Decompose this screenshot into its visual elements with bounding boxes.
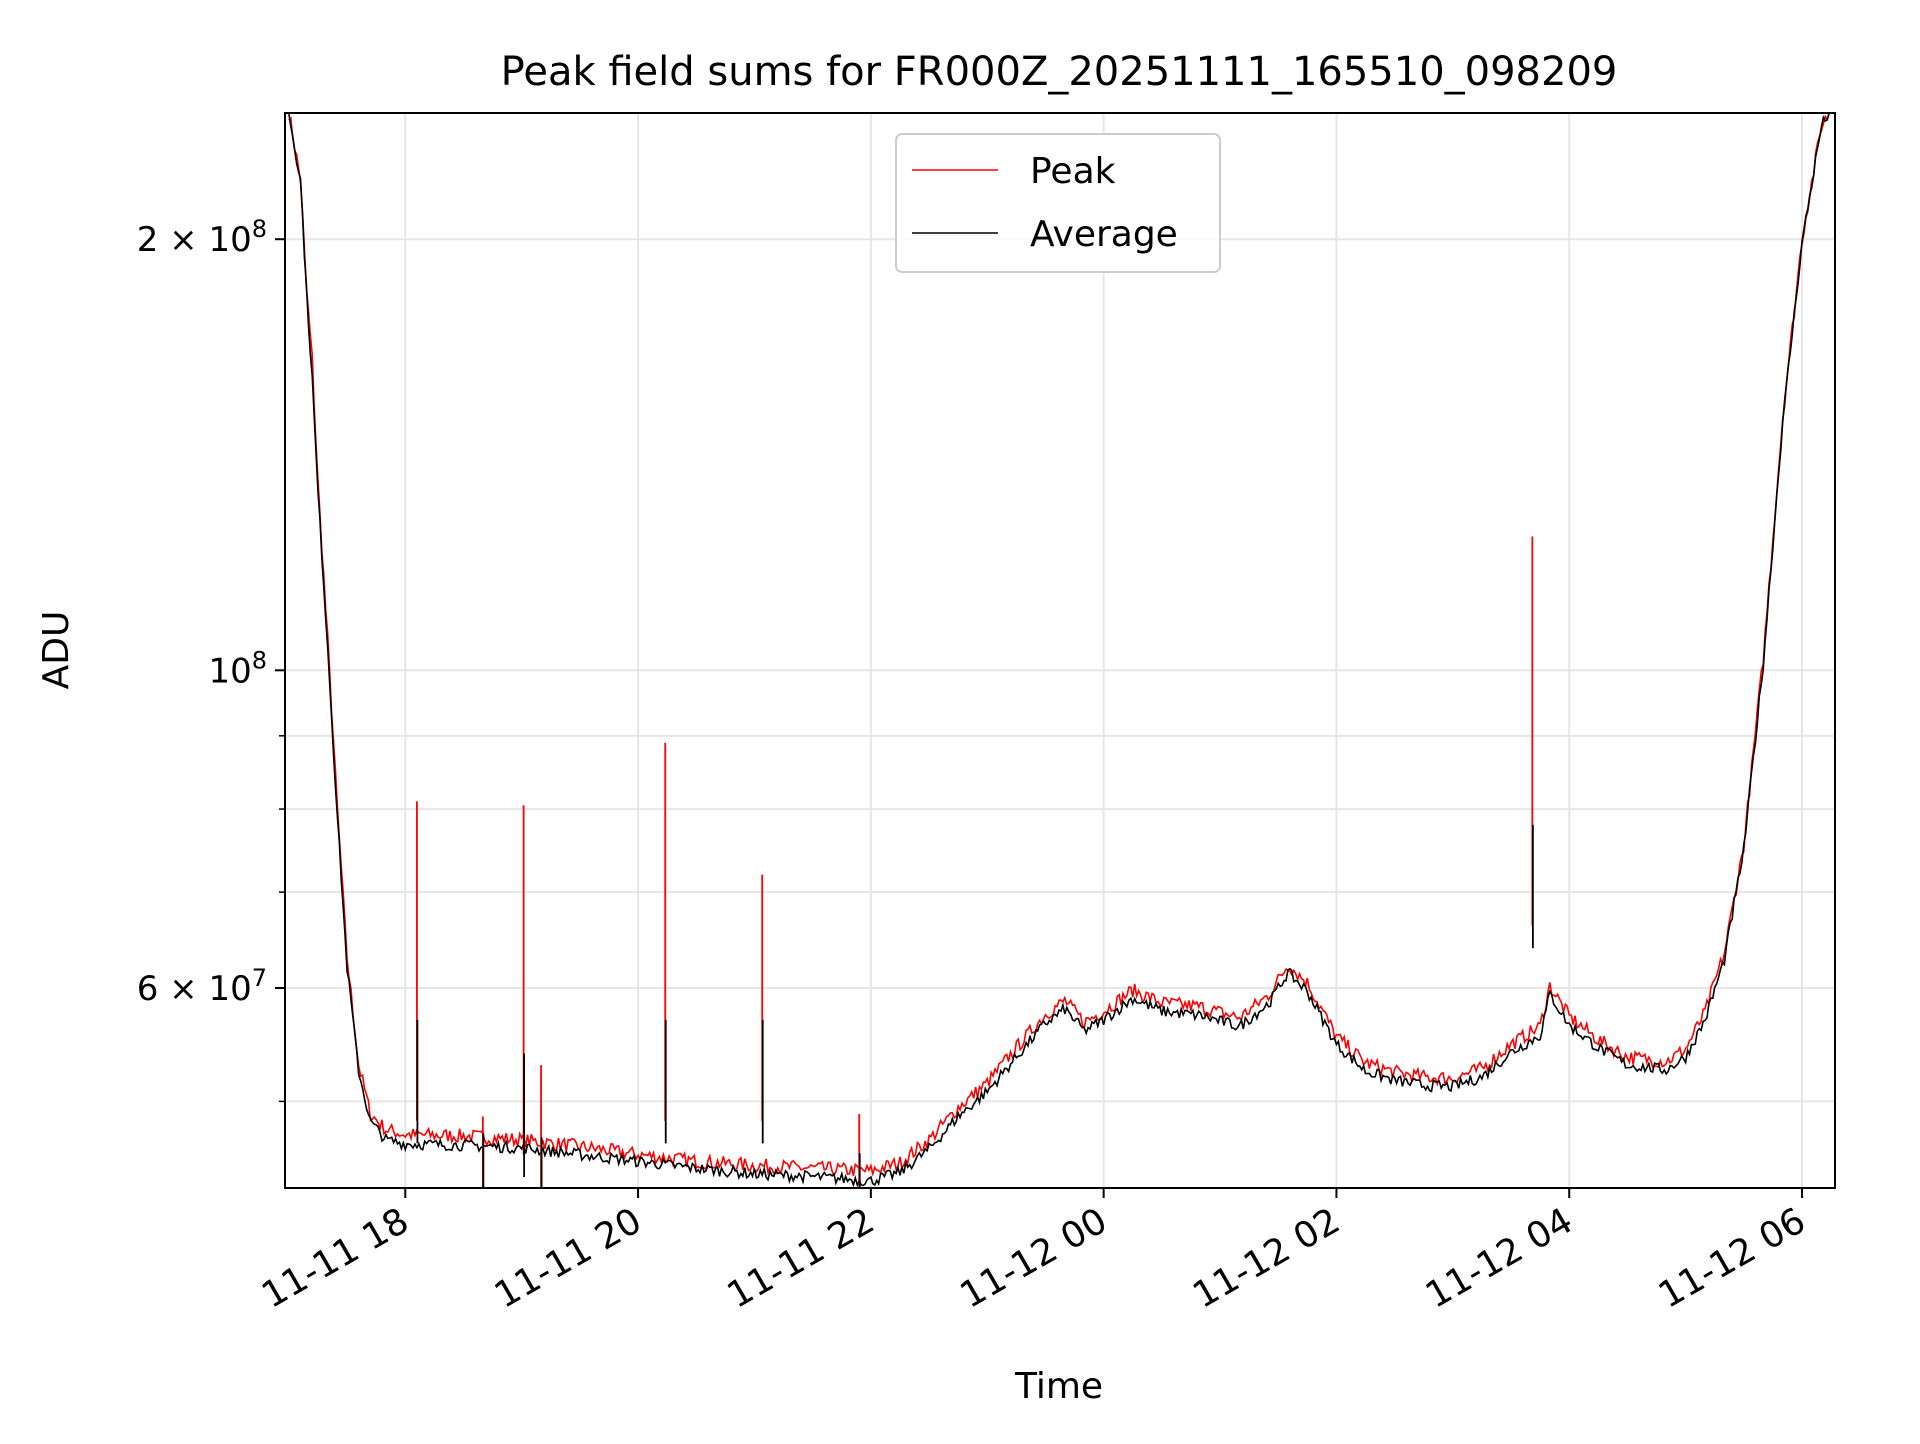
y-tick-label: 108 — [208, 646, 267, 691]
legend-label-average: Average — [1030, 214, 1178, 255]
series-layer — [288, 113, 1830, 1188]
series-line-peak — [288, 113, 1830, 1178]
plot-frame — [284, 112, 1836, 1189]
series-line-average — [288, 113, 1830, 1188]
y-tick-label: 2 × 108 — [137, 215, 267, 260]
grid-layer — [285, 113, 1835, 1188]
legend-box — [895, 133, 1221, 273]
legend-label-peak: Peak — [1030, 151, 1116, 192]
y-tick-label: 6 × 107 — [137, 964, 267, 1009]
chart-title: Peak field sums for FR000Z_20251111_1655… — [501, 49, 1618, 95]
legend: Peak Average — [895, 133, 1221, 273]
y-axis-label: ADU — [36, 611, 77, 690]
x-axis-label: Time — [1014, 1366, 1103, 1407]
